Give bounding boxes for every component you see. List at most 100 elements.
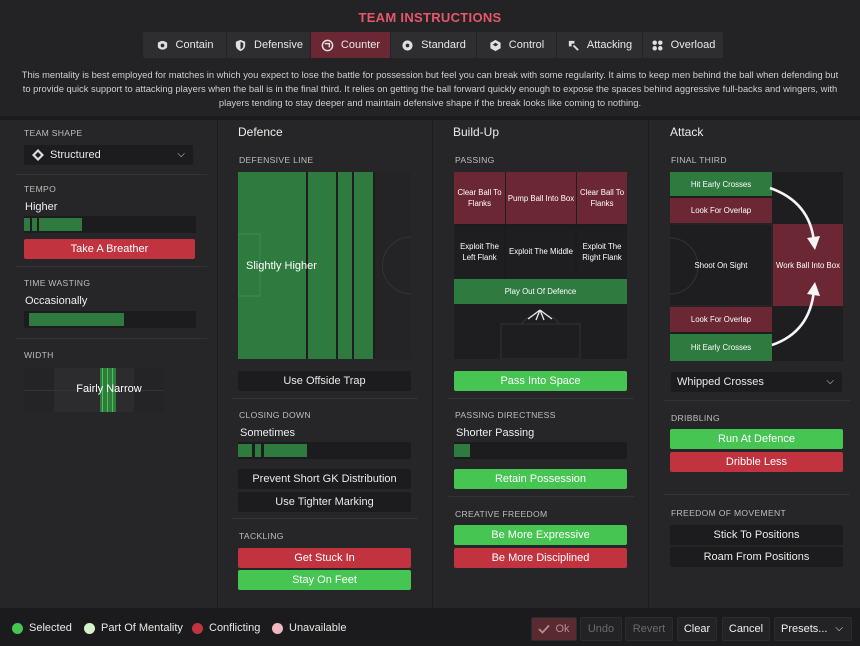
prevent-gk-distribution-button[interactable]: Prevent Short GK Distribution — [238, 469, 411, 489]
closing-fill — [264, 444, 307, 457]
pump-ball-zone[interactable]: Pump Ball Into Box — [507, 193, 575, 203]
hit-early-crosses-top-zone[interactable]: Hit Early Crosses — [690, 179, 752, 189]
tab-control[interactable]: Control — [477, 32, 557, 58]
defensive-line-value: Slightly Higher — [246, 260, 317, 272]
passing-pitch[interactable]: Clear Ball To Flanks Pump Ball Into Box … — [454, 172, 627, 359]
pitch-line — [24, 390, 164, 391]
passing-directness-label: PASSING DIRECTNESS — [455, 410, 556, 420]
mentality-tabs: Contain Defensive Counter Standard Contr… — [143, 32, 723, 58]
tab-contain[interactable]: Contain — [143, 32, 227, 58]
divider — [16, 266, 207, 267]
closing-down-label: CLOSING DOWN — [239, 410, 311, 420]
stay-on-feet-button[interactable]: Stay On Feet — [238, 570, 411, 590]
counter-icon — [321, 39, 334, 51]
team-shape-select[interactable]: Structured ⌵ — [24, 145, 193, 165]
divider — [16, 174, 207, 175]
take-a-breather-button[interactable]: Take A Breather — [24, 239, 195, 259]
closing-down-value: Sometimes — [240, 427, 296, 439]
play-out-zone[interactable]: Play Out Of Defence — [504, 287, 577, 296]
closing-down-slider[interactable] — [238, 442, 411, 459]
look-for-overlap-bottom-zone[interactable]: Look For Overlap — [690, 315, 752, 324]
tab-attacking[interactable]: Attacking — [557, 32, 643, 58]
conflicting-dot-icon — [192, 622, 203, 634]
creative-freedom-label: CREATIVE FREEDOM — [455, 509, 548, 519]
legend-conflicting: Conflicting — [192, 622, 260, 634]
selected-dot-icon — [12, 622, 23, 634]
divider — [448, 398, 634, 399]
chevron-down-icon: ⌵ — [835, 623, 843, 634]
clear-button[interactable]: Clear — [677, 617, 717, 641]
exploit-right-zone[interactable]: Exploit The Right Flank — [582, 241, 622, 262]
pitch-markings — [454, 172, 627, 359]
crossing-value: Whipped Crosses — [677, 376, 764, 388]
revert-button[interactable]: Revert — [625, 617, 673, 641]
time-wasting-fill — [29, 313, 124, 326]
pitch-markings — [670, 172, 843, 361]
look-for-overlap-top-zone[interactable]: Look For Overlap — [690, 206, 752, 215]
column-divider — [648, 120, 649, 608]
offside-trap-button[interactable]: Use Offside Trap — [238, 371, 411, 391]
tab-label: Counter — [340, 39, 381, 51]
defensive-line-label: DEFENSIVE LINE — [239, 155, 314, 165]
tab-overload[interactable]: Overload — [643, 32, 723, 58]
time-wasting-slider[interactable] — [24, 311, 196, 328]
dribbling-label: DRIBBLING — [671, 413, 721, 423]
shoot-on-sight-zone[interactable]: Shoot On Sight — [694, 260, 748, 270]
retain-possession-button[interactable]: Retain Possession — [454, 469, 627, 489]
tab-standard[interactable]: Standard — [391, 32, 477, 58]
divider — [232, 398, 418, 399]
directness-fill — [454, 444, 470, 457]
run-at-defence-button[interactable]: Run At Defence — [670, 429, 843, 449]
presets-label: Presets... — [781, 623, 828, 635]
tab-defensive[interactable]: Defensive — [227, 32, 311, 58]
presets-button[interactable]: Presets... ⌵ — [774, 617, 852, 641]
defensive-line-pitch[interactable]: Slightly Higher — [238, 172, 411, 359]
column-divider — [217, 120, 218, 608]
pitch-markings — [238, 172, 411, 359]
ok-label: Ok — [555, 623, 570, 635]
divider — [664, 400, 850, 401]
dribble-less-button[interactable]: Dribble Less — [670, 452, 843, 472]
checkmark-icon — [538, 624, 551, 634]
tab-label: Attacking — [586, 39, 633, 51]
tempo-label: TEMPO — [24, 184, 57, 194]
tempo-slider[interactable] — [24, 216, 196, 233]
exploit-middle-zone[interactable]: Exploit The Middle — [509, 247, 573, 256]
tighter-marking-button[interactable]: Use Tighter Marking — [238, 492, 411, 512]
width-pitch[interactable]: Fairly Narrow — [24, 368, 164, 412]
be-more-disciplined-button[interactable]: Be More Disciplined — [454, 548, 627, 568]
undo-button[interactable]: Undo — [580, 617, 622, 641]
work-ball-into-box-zone[interactable]: Work Ball Into Box — [776, 260, 840, 270]
passing-directness-slider[interactable] — [454, 442, 627, 459]
mentality-dot-icon — [84, 622, 95, 634]
tab-label: Overload — [670, 39, 716, 51]
legend-label: Selected — [29, 622, 72, 634]
legend-label: Unavailable — [289, 622, 347, 634]
closing-fill — [255, 444, 261, 457]
exploit-left-zone[interactable]: Exploit The Left Flank — [460, 241, 499, 262]
legend-part-of-mentality: Part Of Mentality — [84, 622, 183, 634]
tab-counter[interactable]: Counter — [311, 32, 391, 58]
be-more-expressive-button[interactable]: Be More Expressive — [454, 525, 627, 545]
hit-early-crosses-bottom-zone[interactable]: Hit Early Crosses — [690, 343, 752, 352]
cancel-button[interactable]: Cancel — [722, 617, 770, 641]
tab-label: Contain — [175, 39, 214, 51]
tempo-fill — [24, 218, 30, 231]
legend-selected: Selected — [12, 622, 72, 634]
closing-fill — [238, 444, 252, 457]
stick-to-positions-button[interactable]: Stick To Positions — [670, 525, 843, 545]
tab-label: Standard — [421, 39, 466, 51]
pass-into-space-button[interactable]: Pass Into Space — [454, 371, 627, 391]
divider — [232, 518, 418, 519]
get-stuck-in-button[interactable]: Get Stuck In — [238, 548, 411, 568]
ok-button[interactable]: Ok — [531, 617, 577, 641]
control-icon — [490, 39, 501, 51]
page-title: TEAM INSTRUCTIONS — [358, 10, 502, 25]
roam-from-positions-button[interactable]: Roam From Positions — [670, 547, 843, 567]
buildup-heading: Build-Up — [453, 125, 500, 139]
final-third-pitch[interactable]: Hit Early Crosses Look For Overlap Shoot… — [670, 172, 843, 361]
crossing-select[interactable]: Whipped Crosses ⌵ — [671, 372, 842, 392]
clear-ball-right-zone[interactable]: Clear Ball To Flanks — [579, 188, 625, 208]
divider — [16, 338, 207, 339]
clear-ball-left-zone[interactable]: Clear Ball To Flanks — [457, 188, 502, 208]
